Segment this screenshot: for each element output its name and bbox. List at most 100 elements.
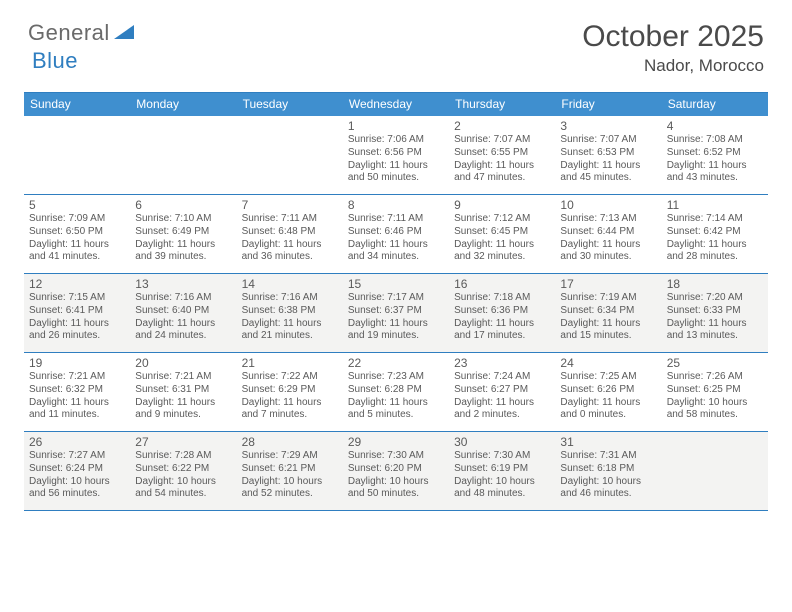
day-info-line: Daylight: 11 hours [454,397,551,410]
day-cell: 10Sunrise: 7:13 AMSunset: 6:44 PMDayligh… [555,195,661,273]
day-cell: 3Sunrise: 7:07 AMSunset: 6:53 PMDaylight… [555,116,661,194]
day-info-line: Sunrise: 7:07 AM [454,134,551,147]
day-info-line: Daylight: 11 hours [348,397,445,410]
day-cell: 7Sunrise: 7:11 AMSunset: 6:48 PMDaylight… [237,195,343,273]
day-info-line: Sunset: 6:56 PM [348,147,445,160]
day-info-line: Daylight: 10 hours [560,476,657,489]
day-number: 16 [454,277,551,291]
logo-triangle-icon [114,23,134,44]
day-info-line: and 15 minutes. [560,330,657,343]
day-info-line: Sunset: 6:55 PM [454,147,551,160]
day-info-line: Sunset: 6:44 PM [560,226,657,239]
day-info-line: Sunrise: 7:08 AM [667,134,764,147]
day-number: 11 [667,198,764,212]
day-info-line: Sunrise: 7:22 AM [242,371,339,384]
day-header: Sunday [24,93,130,116]
day-cell: 12Sunrise: 7:15 AMSunset: 6:41 PMDayligh… [24,274,130,352]
day-info-line: Sunset: 6:22 PM [135,463,232,476]
day-info-line: and 30 minutes. [560,251,657,264]
day-cell: 28Sunrise: 7:29 AMSunset: 6:21 PMDayligh… [237,432,343,510]
day-cell: 23Sunrise: 7:24 AMSunset: 6:27 PMDayligh… [449,353,555,431]
day-info-line: and 36 minutes. [242,251,339,264]
day-info-line: and 54 minutes. [135,488,232,501]
week-row: 26Sunrise: 7:27 AMSunset: 6:24 PMDayligh… [24,432,768,511]
day-number: 29 [348,435,445,449]
day-cell: 21Sunrise: 7:22 AMSunset: 6:29 PMDayligh… [237,353,343,431]
day-info-line: Sunset: 6:34 PM [560,305,657,318]
day-cell: 5Sunrise: 7:09 AMSunset: 6:50 PMDaylight… [24,195,130,273]
day-cell: 4Sunrise: 7:08 AMSunset: 6:52 PMDaylight… [662,116,768,194]
day-info-line: Sunrise: 7:29 AM [242,450,339,463]
day-header-row: SundayMondayTuesdayWednesdayThursdayFrid… [24,93,768,116]
day-info-line: Sunrise: 7:11 AM [348,213,445,226]
day-number: 14 [242,277,339,291]
day-number: 1 [348,119,445,133]
day-info-line: Daylight: 11 hours [29,239,126,252]
day-number: 4 [667,119,764,133]
day-info-line: Sunrise: 7:19 AM [560,292,657,305]
day-cell: 31Sunrise: 7:31 AMSunset: 6:18 PMDayligh… [555,432,661,510]
day-info-line: Sunrise: 7:06 AM [348,134,445,147]
day-header: Tuesday [237,93,343,116]
month-title: October 2025 [582,20,764,54]
day-info-line: Sunset: 6:42 PM [667,226,764,239]
day-info-line: Sunrise: 7:30 AM [348,450,445,463]
day-info-line: Sunrise: 7:10 AM [135,213,232,226]
logo: General [28,20,136,46]
day-info-line: and 50 minutes. [348,488,445,501]
day-number: 5 [29,198,126,212]
day-info-line: Sunset: 6:37 PM [348,305,445,318]
day-info-line: and 9 minutes. [135,409,232,422]
day-number: 26 [29,435,126,449]
day-info-line: and 50 minutes. [348,172,445,185]
day-info-line: Sunrise: 7:25 AM [560,371,657,384]
day-info-line: and 34 minutes. [348,251,445,264]
day-number: 19 [29,356,126,370]
day-cell: 22Sunrise: 7:23 AMSunset: 6:28 PMDayligh… [343,353,449,431]
day-info-line: Sunrise: 7:18 AM [454,292,551,305]
week-row: 19Sunrise: 7:21 AMSunset: 6:32 PMDayligh… [24,353,768,432]
day-info-line: Sunrise: 7:11 AM [242,213,339,226]
day-info-line: Daylight: 10 hours [29,476,126,489]
day-info-line: and 41 minutes. [29,251,126,264]
day-info-line: and 13 minutes. [667,330,764,343]
day-number: 20 [135,356,232,370]
day-number: 12 [29,277,126,291]
day-info-line: Sunrise: 7:21 AM [29,371,126,384]
day-info-line: Sunset: 6:46 PM [348,226,445,239]
day-info-line: Sunset: 6:20 PM [348,463,445,476]
day-info-line: Sunrise: 7:07 AM [560,134,657,147]
day-number: 31 [560,435,657,449]
location: Nador, Morocco [582,56,764,76]
day-info-line: Sunset: 6:25 PM [667,384,764,397]
day-number: 8 [348,198,445,212]
header: General October 2025 Nador, Morocco [0,0,792,84]
day-cell: 29Sunrise: 7:30 AMSunset: 6:20 PMDayligh… [343,432,449,510]
day-info-line: and 56 minutes. [29,488,126,501]
day-info-line: Daylight: 11 hours [667,160,764,173]
day-number: 15 [348,277,445,291]
day-info-line: Sunset: 6:19 PM [454,463,551,476]
day-info-line: Daylight: 11 hours [348,160,445,173]
day-info-line: Sunset: 6:49 PM [135,226,232,239]
day-info-line: Sunrise: 7:27 AM [29,450,126,463]
week-row: 1Sunrise: 7:06 AMSunset: 6:56 PMDaylight… [24,116,768,195]
day-cell: 17Sunrise: 7:19 AMSunset: 6:34 PMDayligh… [555,274,661,352]
day-cell: 11Sunrise: 7:14 AMSunset: 6:42 PMDayligh… [662,195,768,273]
day-info-line: and 46 minutes. [560,488,657,501]
day-info-line: Daylight: 10 hours [348,476,445,489]
day-info-line: Daylight: 11 hours [135,397,232,410]
day-info-line: Daylight: 11 hours [29,397,126,410]
day-info-line: Daylight: 11 hours [560,160,657,173]
day-info-line: Daylight: 11 hours [242,318,339,331]
day-info-line: Daylight: 11 hours [667,239,764,252]
logo-text-blue: Blue [32,48,78,73]
day-info-line: Sunrise: 7:30 AM [454,450,551,463]
day-number: 13 [135,277,232,291]
week-row: 12Sunrise: 7:15 AMSunset: 6:41 PMDayligh… [24,274,768,353]
day-cell [662,432,768,510]
day-number: 18 [667,277,764,291]
day-info-line: Sunset: 6:33 PM [667,305,764,318]
day-cell: 19Sunrise: 7:21 AMSunset: 6:32 PMDayligh… [24,353,130,431]
day-info-line: and 48 minutes. [454,488,551,501]
